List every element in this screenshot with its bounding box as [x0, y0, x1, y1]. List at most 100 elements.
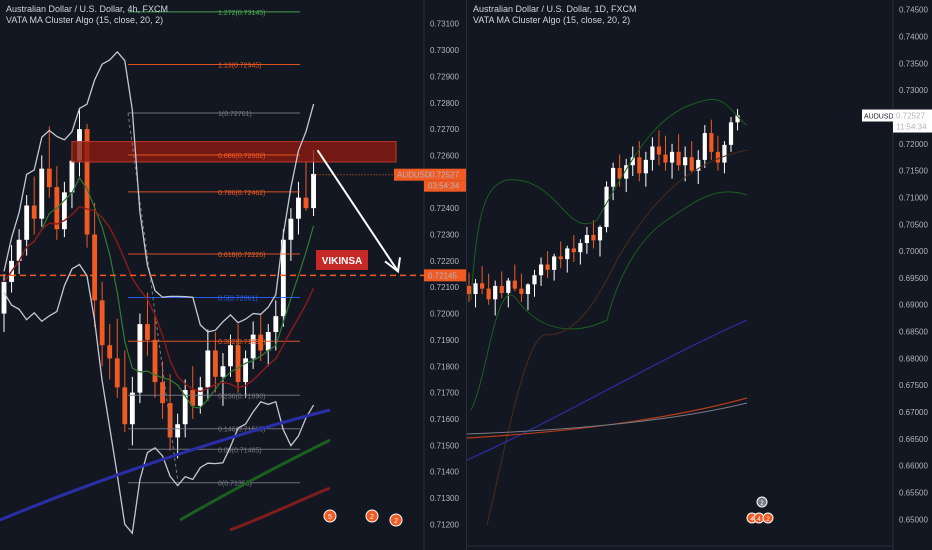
candle-body: [512, 280, 517, 289]
candle-body: [656, 146, 662, 155]
price-tag-symbol-box: [862, 109, 893, 122]
candle-body: [46, 168, 52, 188]
price-tick-label: 0.71600: [430, 415, 459, 424]
candle-body: [235, 345, 241, 383]
price-tick-label: 0.72600: [430, 151, 459, 160]
price-tick-label: 0.71300: [430, 494, 459, 503]
long-ma-blue: [0, 408, 331, 522]
candle-body: [683, 157, 688, 166]
price-tick-label: 0.72800: [430, 99, 459, 108]
candle-body: [31, 205, 37, 219]
candle-body: [311, 173, 316, 209]
price-tick-label: 0.72400: [430, 204, 459, 213]
candle-body: [669, 151, 675, 163]
price-tick-label: 0.67500: [899, 381, 928, 390]
chart-pane-4h[interactable]: Australian Dollar / U.S. Dollar, 4h, FXC…: [0, 0, 466, 550]
price-tick-label: 0.71500: [899, 167, 928, 176]
long-ma-red: [229, 486, 331, 532]
candle-body: [702, 133, 707, 160]
price-tag: [394, 168, 466, 181]
price-tick-label: 0.65500: [899, 488, 928, 497]
price-tick-label: 0.71400: [430, 468, 459, 477]
candle-body: [525, 284, 531, 295]
chart-pane-1d[interactable]: Australian Dollar / U.S. Dollar, 1D, FXC…: [466, 0, 932, 550]
candle-body: [175, 424, 181, 438]
candle-body: [167, 403, 173, 438]
chart-canvas-1d[interactable]: 0.745000.740000.735000.730000.725000.720…: [467, 0, 932, 550]
symbol-title: Australian Dollar / U.S. Dollar, 4h, FXC…: [6, 4, 169, 14]
candle-body: [591, 234, 596, 241]
upper-envelope: [470, 98, 748, 301]
candle-body: [137, 324, 143, 393]
candle-body: [205, 350, 211, 388]
event-badge-count: 4: [757, 517, 761, 523]
fib-level-label: 0.618(0.72226): [218, 252, 265, 259]
watermark-text: VIKINSA: [322, 256, 363, 267]
fib-level-label: 0.5(0.72061): [218, 295, 258, 302]
lower-band: [3, 263, 315, 535]
price-tick-label: 0.72200: [430, 257, 459, 266]
candle-body: [92, 234, 98, 301]
candle-body: [258, 334, 264, 351]
candle-body: [637, 157, 642, 174]
countdown-tag: [424, 180, 466, 192]
legend-1d: Australian Dollar / U.S. Dollar, 1D, FXC…: [473, 4, 637, 26]
price-tick-label: 0.70500: [899, 220, 928, 229]
upper-band: [3, 50, 315, 333]
fast-ma: [3, 176, 315, 409]
candle-body: [696, 159, 701, 171]
countdown-value: 03:54:34: [428, 182, 460, 191]
supply-zone: [71, 141, 397, 163]
price-tag: [893, 109, 932, 122]
event-badge-count: 2: [370, 514, 374, 521]
candle-body: [545, 264, 550, 270]
candle-body: [122, 387, 128, 425]
fib-level-label: 0.09(0.71485): [218, 447, 262, 454]
price-tick-label: 0.71700: [430, 389, 459, 398]
candle-body: [532, 275, 537, 285]
candle-body: [152, 339, 158, 383]
candle-body: [197, 387, 203, 406]
candle-body: [565, 248, 570, 260]
price-tick-label: 0.69000: [899, 301, 928, 310]
candle-body: [250, 334, 256, 359]
candle-body: [650, 146, 655, 160]
candle-body: [611, 167, 616, 187]
event-badge: [389, 513, 403, 527]
price-tick-label: 0.73000: [899, 86, 928, 95]
countdown-value: 11:54:34: [896, 123, 927, 132]
candle-body: [715, 151, 720, 163]
fib-level-label: 0.786(0.72462): [218, 190, 265, 197]
price-tick-label: 0.67000: [899, 408, 928, 417]
event-badge: [365, 509, 379, 523]
candle-body: [604, 186, 609, 227]
price-tick-label: 0.69500: [899, 274, 928, 283]
countdown-tag: [893, 121, 932, 133]
long-ma-blue: [467, 319, 748, 461]
candle-body: [24, 205, 30, 240]
candle-body: [1, 281, 7, 314]
price-tick-label: 0.71800: [430, 362, 459, 371]
projection-arrowhead: [384, 257, 401, 274]
candle-body: [643, 159, 648, 174]
chart-canvas-4h[interactable]: 0.73100 0.73000 0.72900 0.72800 0.72700 0.726…: [0, 0, 466, 550]
target-price-tag: [424, 269, 466, 282]
event-badge-count: 4: [750, 517, 754, 523]
candle-body: [689, 157, 694, 171]
fib-level-label: 0.146(0.71563): [218, 427, 265, 434]
indicator-label: VATA MA Cluster Algo (15, close, 20, 2): [473, 15, 631, 25]
candle-body: [486, 288, 491, 300]
price-tick-label: 0.74000: [899, 33, 928, 42]
candle-body: [61, 192, 67, 230]
price-tick-label: 0.68500: [899, 328, 928, 337]
candle-body: [39, 168, 45, 219]
indicator-label: VATA MA Cluster Algo (15, close, 20, 2): [6, 15, 164, 25]
symbol-title: Australian Dollar / U.S. Dollar, 1D, FXC…: [473, 4, 637, 14]
candle-body: [552, 256, 557, 270]
candle-body: [69, 160, 75, 193]
event-badge-count: 2: [760, 501, 764, 507]
candle-body: [182, 389, 188, 425]
fib-level-label: 0.886(0.72602): [218, 153, 265, 160]
event-badge-count: 2: [394, 518, 398, 525]
long-ma-grey: [467, 402, 748, 435]
